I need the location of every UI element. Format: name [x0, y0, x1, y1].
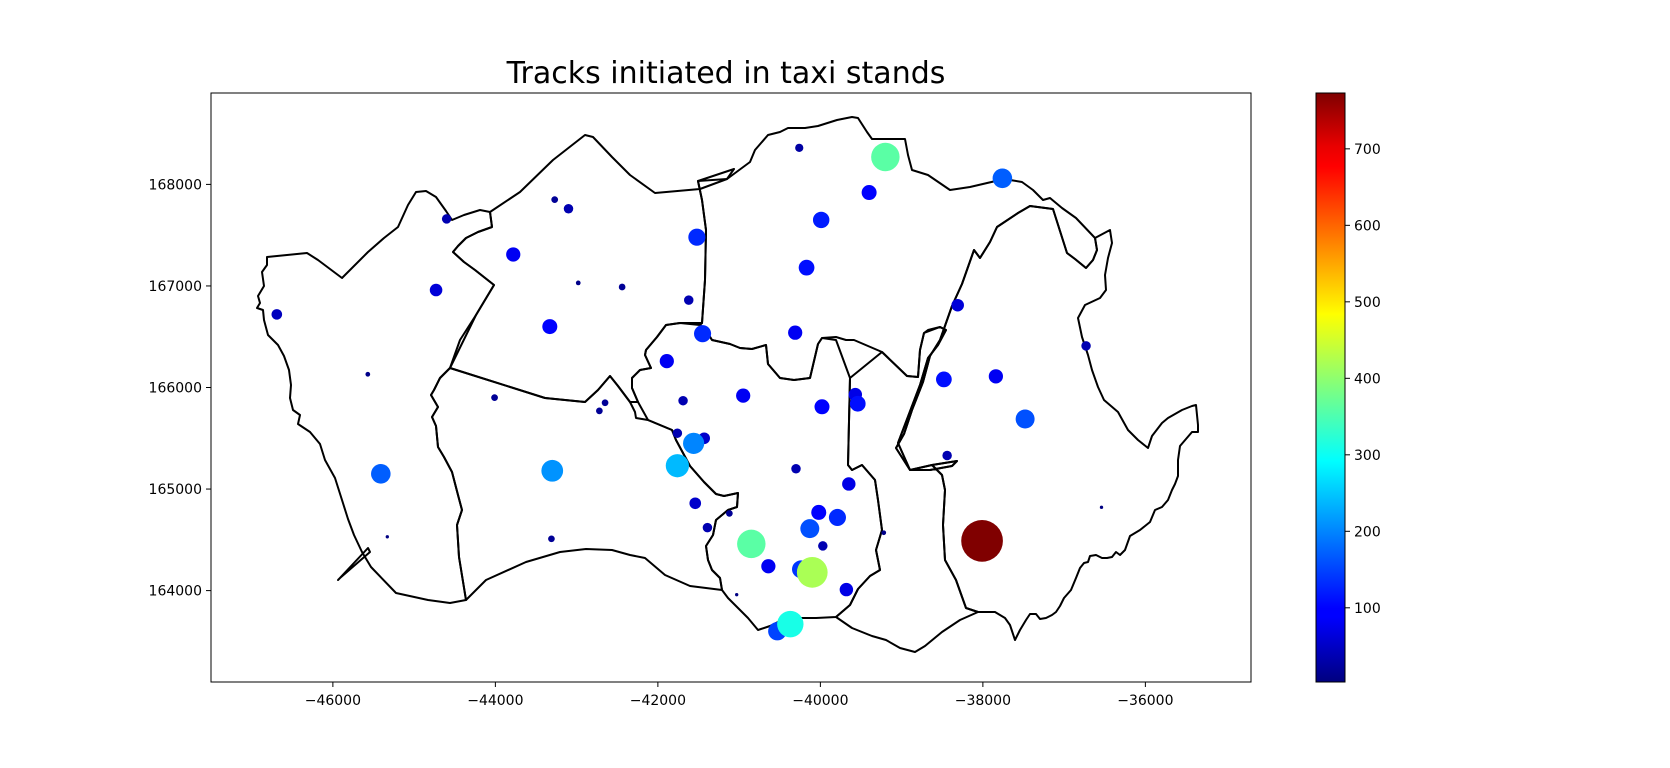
- x-tick-label: −46000: [305, 693, 361, 709]
- district-boundary-east: [895, 205, 1199, 641]
- x-tick-label: −44000: [467, 693, 523, 709]
- taxi-stand-point: [365, 371, 371, 377]
- taxi-stand-point: [849, 395, 866, 412]
- district-boundaries: [256, 116, 1199, 653]
- taxi-stand-point: [881, 530, 887, 536]
- taxi-stand-point: [441, 214, 452, 224]
- taxi-stand-point: [988, 369, 1003, 384]
- taxi-stand-point: [737, 529, 766, 559]
- taxi-stand-point: [811, 504, 827, 520]
- taxi-stand-point: [788, 325, 803, 340]
- x-axis: −46000 −44000 −42000 −40000 −38000 −36000: [305, 682, 1174, 709]
- taxi-stand-point: [694, 325, 712, 343]
- colorbar-tick-label: 700: [1354, 142, 1381, 158]
- colorbar-ticks: 100 200 300 400 500 600 700: [1345, 142, 1381, 617]
- taxi-stand-point: [828, 508, 846, 527]
- taxi-stand-point: [951, 298, 964, 312]
- district-boundary-southeast-inner: [835, 326, 979, 653]
- taxi-stand-point: [814, 399, 830, 415]
- colorbar-tick-label: 600: [1354, 218, 1381, 234]
- district-boundary-southwest-spur: [337, 547, 371, 581]
- y-tick-label: 168000: [149, 177, 202, 193]
- taxi-stand-point: [812, 211, 830, 229]
- taxi-stand-point: [665, 454, 689, 478]
- taxi-stand-point: [795, 143, 804, 152]
- taxi-stand-point: [936, 371, 952, 388]
- taxi-stand-point: [798, 259, 815, 276]
- taxi-stand-point: [371, 464, 391, 484]
- taxi-stand-point: [1015, 409, 1035, 429]
- x-tick-label: −42000: [630, 693, 686, 709]
- taxi-stand-point: [548, 535, 555, 543]
- taxi-stand-point: [271, 309, 283, 320]
- taxi-stand-point: [575, 280, 581, 286]
- taxi-stand-point: [761, 559, 776, 574]
- taxi-stand-point: [689, 497, 702, 510]
- y-tick-label: 165000: [149, 482, 202, 498]
- taxi-stand-point: [777, 610, 804, 638]
- taxi-stand-point: [563, 204, 574, 214]
- x-tick-label: −38000: [955, 693, 1011, 709]
- taxi-stand-point: [506, 247, 521, 262]
- colorbar-tick-label: 100: [1354, 601, 1381, 617]
- taxi-stand-point: [678, 395, 688, 406]
- colorbar: 100 200 300 400 500 600 700: [1315, 92, 1381, 683]
- colorbar-gradient: [1315, 92, 1346, 683]
- taxi-stand-point: [726, 510, 733, 517]
- chart-title: Tracks initiated in taxi stands: [506, 56, 946, 91]
- taxi-stand-point: [683, 432, 705, 454]
- taxi-stand-point: [541, 459, 564, 482]
- y-axis: 164000 165000 166000 167000 168000: [149, 177, 211, 600]
- taxi-stand-point: [796, 556, 828, 588]
- taxi-stand-point: [842, 477, 856, 491]
- taxi-stand-point: [818, 541, 828, 551]
- taxi-stand-point: [385, 535, 389, 539]
- taxi-stand-point: [551, 196, 559, 203]
- x-tick-label: −36000: [1117, 693, 1173, 709]
- taxi-stand-point: [1099, 505, 1104, 510]
- x-tick-label: −40000: [792, 693, 848, 709]
- taxi-stand-point: [961, 519, 1003, 562]
- taxi-stand-point: [992, 168, 1013, 189]
- taxi-stand-point: [735, 592, 739, 597]
- taxi-stand-point: [601, 399, 609, 407]
- taxi-stand-point: [672, 428, 683, 438]
- taxi-stand-point: [659, 353, 674, 369]
- taxi-stand-point: [942, 450, 952, 461]
- taxi-stand-points: [271, 142, 1104, 641]
- colorbar-tick-label: 200: [1354, 524, 1381, 540]
- taxi-stand-point: [800, 519, 820, 539]
- taxi-stand-point: [736, 388, 751, 403]
- taxi-stand-point: [429, 283, 443, 297]
- taxi-stand-point: [791, 463, 801, 474]
- y-tick-label: 167000: [149, 279, 202, 295]
- taxi-stand-point: [684, 295, 694, 305]
- y-tick-label: 166000: [149, 381, 202, 397]
- colorbar-tick-label: 500: [1354, 295, 1381, 311]
- colorbar-tick-label: 300: [1354, 448, 1381, 464]
- taxi-stand-point: [861, 185, 877, 201]
- taxi-stand-point: [688, 228, 706, 246]
- taxi-stand-point: [596, 407, 603, 415]
- taxi-stand-point: [1081, 341, 1091, 351]
- taxi-stand-point: [702, 522, 713, 533]
- colorbar-tick-label: 400: [1354, 371, 1381, 387]
- taxi-stand-point: [871, 142, 900, 172]
- taxi-stand-point: [839, 582, 854, 597]
- taxi-stand-point: [618, 283, 626, 291]
- taxi-stand-point: [491, 394, 498, 402]
- taxi-stand-point: [542, 319, 558, 335]
- plot-frame: [210, 92, 1252, 683]
- district-boundary-northeast: [697, 116, 1098, 471]
- district-boundary-north: [449, 134, 735, 403]
- y-tick-label: 164000: [149, 584, 202, 600]
